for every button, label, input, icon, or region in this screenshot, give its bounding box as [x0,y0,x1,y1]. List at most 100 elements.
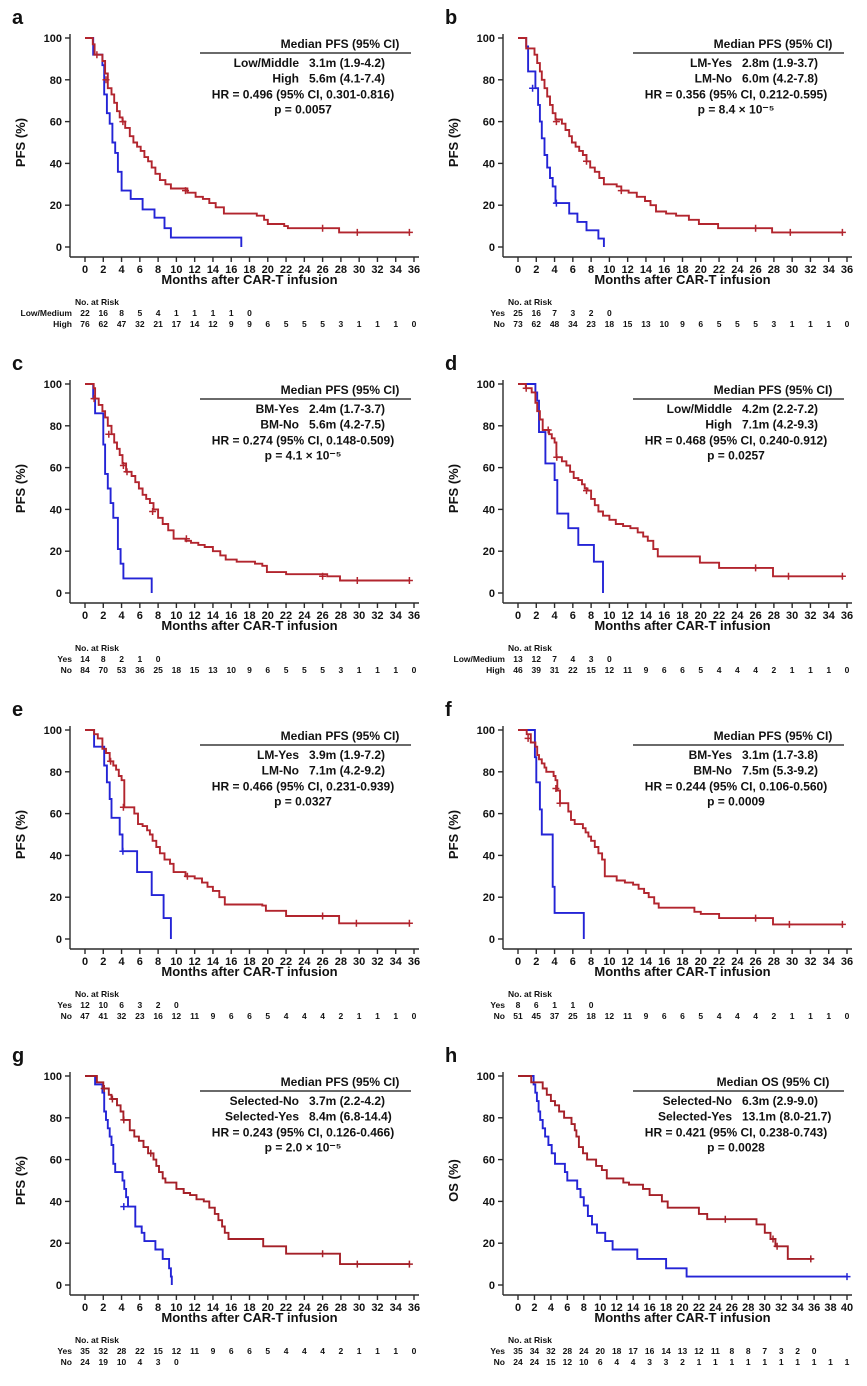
svg-text:70: 70 [99,665,109,675]
svg-text:14: 14 [207,610,220,622]
svg-text:3: 3 [779,1346,784,1356]
svg-text:8.4m (6.8-14.4): 8.4m (6.8-14.4) [309,1110,392,1124]
svg-text:18: 18 [586,1011,596,1021]
svg-text:0: 0 [82,1302,88,1314]
km-curve-BM-No [85,383,410,582]
svg-text:0: 0 [489,588,495,600]
svg-text:80: 80 [483,1113,495,1125]
svg-text:4: 4 [118,956,125,968]
svg-text:3: 3 [339,319,344,329]
svg-text:4: 4 [551,610,558,622]
svg-text:Median PFS (95% CI): Median PFS (95% CI) [714,37,833,51]
svg-text:2: 2 [156,1000,161,1010]
censor-marks-Selected-No [843,1273,851,1281]
y-axis-title: PFS (%) [13,118,28,167]
svg-text:36: 36 [408,956,420,968]
svg-text:6: 6 [680,1011,685,1021]
svg-text:7: 7 [552,308,557,318]
svg-text:20: 20 [483,1238,495,1250]
svg-text:0: 0 [845,665,850,675]
svg-text:34: 34 [568,319,578,329]
svg-text:10: 10 [603,956,615,968]
svg-text:3: 3 [664,1357,669,1367]
svg-text:34: 34 [823,956,836,968]
svg-text:5: 5 [302,665,307,675]
svg-text:22: 22 [713,956,725,968]
svg-text:17: 17 [172,319,182,329]
svg-text:4: 4 [320,1011,325,1021]
svg-text:36: 36 [408,610,420,622]
svg-text:15: 15 [586,665,596,675]
svg-text:6: 6 [698,319,703,329]
svg-text:0: 0 [56,588,62,600]
svg-text:24: 24 [513,1357,523,1367]
svg-text:22: 22 [713,610,725,622]
svg-text:53: 53 [117,665,127,675]
svg-text:No. at Risk: No. at Risk [508,297,552,307]
svg-text:20: 20 [483,546,495,558]
km-curve-Selected-No [85,1075,173,1285]
x-axis-title: Months after CAR-T infusion [161,1310,337,1325]
legend: Median PFS (95% CI) Selected-No 3.7m (2.2-… [200,1075,411,1155]
svg-text:20: 20 [676,1302,688,1314]
svg-text:34: 34 [823,264,836,276]
svg-text:12: 12 [605,1011,615,1021]
svg-text:Median PFS (95% CI): Median PFS (95% CI) [281,1075,400,1089]
svg-text:34: 34 [390,264,403,276]
svg-text:No. at Risk: No. at Risk [508,989,552,999]
svg-text:13: 13 [678,1346,688,1356]
svg-text:1: 1 [729,1357,734,1367]
svg-text:6: 6 [570,610,576,622]
y-axis-title: PFS (%) [446,810,461,859]
svg-text:6: 6 [570,264,576,276]
svg-text:0: 0 [412,665,417,675]
svg-text:32: 32 [135,319,145,329]
svg-text:5: 5 [320,319,325,329]
svg-text:5: 5 [320,665,325,675]
svg-text:4: 4 [735,1011,740,1021]
svg-text:5: 5 [698,665,703,675]
svg-text:24: 24 [731,610,744,622]
svg-text:8: 8 [119,308,124,318]
svg-text:4: 4 [284,1011,289,1021]
svg-text:48: 48 [550,319,560,329]
svg-text:0: 0 [156,654,161,664]
svg-text:1: 1 [229,308,234,318]
svg-text:20: 20 [50,1238,62,1250]
svg-text:Median PFS (95% CI): Median PFS (95% CI) [281,37,400,51]
svg-text:18: 18 [676,610,688,622]
svg-text:6: 6 [534,1000,539,1010]
svg-text:26: 26 [316,264,328,276]
svg-text:6: 6 [137,956,143,968]
svg-text:High: High [272,72,299,86]
svg-text:3.1m (1.9-4.2): 3.1m (1.9-4.2) [309,56,385,70]
svg-text:5: 5 [735,319,740,329]
svg-text:5: 5 [698,1011,703,1021]
svg-text:18: 18 [243,610,255,622]
svg-text:1: 1 [211,308,216,318]
svg-text:12: 12 [172,1346,182,1356]
svg-text:4: 4 [717,665,722,675]
svg-text:Median PFS (95% CI): Median PFS (95% CI) [714,729,833,743]
km-curve-Selected-Yes [518,1075,813,1260]
legend: Median PFS (95% CI) BM-Yes 2.4m (1.7-3.7) B… [200,383,411,463]
svg-text:73: 73 [513,319,523,329]
svg-text:31: 31 [550,665,560,675]
svg-text:51: 51 [513,1011,523,1021]
svg-text:High: High [705,418,732,432]
panel-letter-e: e [12,699,23,721]
svg-text:6: 6 [265,319,270,329]
svg-text:18: 18 [676,264,688,276]
svg-text:80: 80 [50,767,62,779]
svg-text:12: 12 [611,1302,623,1314]
svg-text:Median PFS (95% CI): Median PFS (95% CI) [281,729,400,743]
svg-text:1: 1 [357,1011,362,1021]
svg-text:HR = 0.468 (95% CI, 0.240-0.91: HR = 0.468 (95% CI, 0.240-0.912) [645,434,827,448]
svg-text:0: 0 [845,319,850,329]
panel-letter-f: f [445,699,452,721]
svg-text:45: 45 [532,1011,542,1021]
svg-text:5: 5 [717,319,722,329]
svg-text:40: 40 [483,504,495,516]
